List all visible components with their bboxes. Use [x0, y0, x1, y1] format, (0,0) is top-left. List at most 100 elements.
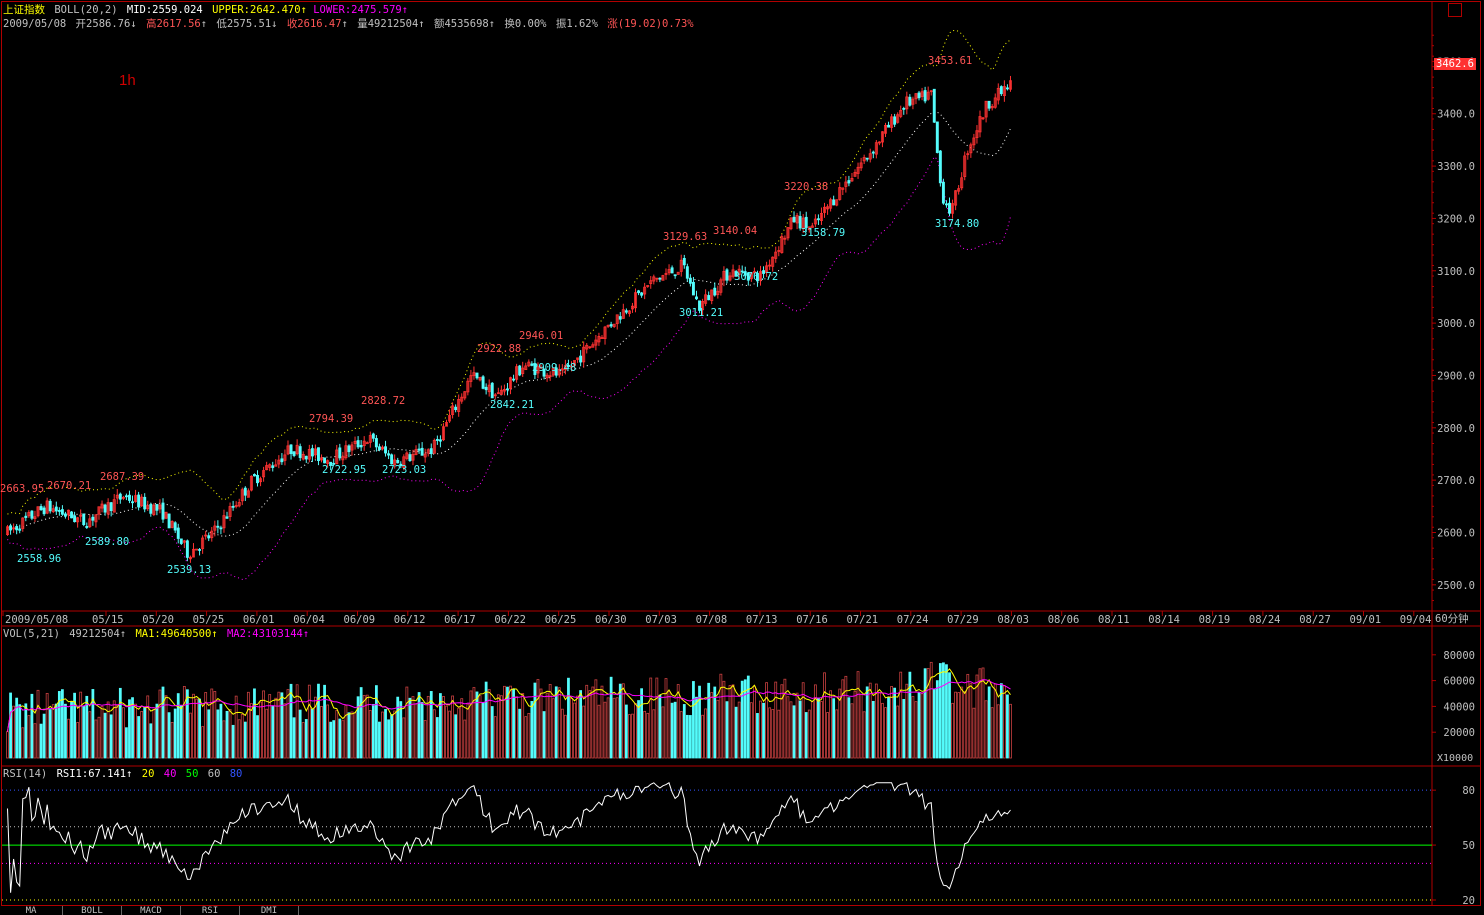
date-axis-label: 08/03 — [997, 614, 1029, 626]
volume-bar — [801, 682, 805, 759]
candle-body — [536, 366, 540, 374]
candle-body — [106, 502, 110, 515]
candle-body — [140, 496, 144, 507]
price-axis-label: 3400.0 — [1437, 109, 1475, 121]
candle-body — [435, 438, 439, 441]
volume-bar — [749, 702, 753, 759]
tab-boll[interactable]: BOLL — [63, 906, 122, 915]
candle-body — [27, 512, 31, 517]
volume-bar — [637, 700, 640, 759]
volume-bar — [414, 703, 418, 759]
candle-body — [88, 518, 92, 527]
volume-bar — [268, 694, 272, 759]
volume-bar — [454, 714, 458, 759]
candle-body — [195, 548, 198, 551]
vol-label[interactable]: VOL(5,21) — [3, 628, 60, 640]
volume-bar — [1009, 703, 1012, 759]
volume-bar — [499, 695, 503, 759]
candle-body — [408, 454, 412, 462]
volume-bar — [585, 684, 589, 759]
tab-ma[interactable]: MA — [0, 906, 63, 915]
volume-bar — [445, 705, 448, 759]
period-label[interactable]: 60分钟 — [1435, 613, 1469, 625]
candle-body — [347, 445, 351, 453]
volume-bar — [542, 711, 546, 759]
volume-bar — [786, 696, 790, 759]
tab-rsi[interactable]: RSI — [181, 906, 240, 915]
volume-bar — [820, 701, 823, 759]
candle-body — [100, 503, 104, 509]
volume-bar — [743, 679, 747, 759]
rsi-axis-label: 50 — [1462, 840, 1475, 852]
date-axis-label: 2009/05/08 — [5, 614, 68, 626]
candle-body — [423, 453, 427, 458]
vol-ma1: MA1:49640500↑ — [135, 628, 218, 640]
volume-bar — [902, 698, 906, 759]
candle-body — [707, 295, 711, 301]
volume-bar — [878, 692, 881, 759]
volume-bar — [722, 680, 726, 759]
candle-body — [701, 300, 705, 311]
volume-bar — [996, 704, 1000, 759]
candle-body — [804, 216, 808, 228]
volume-bar — [862, 711, 866, 759]
candle-body — [676, 271, 680, 275]
candle-body — [313, 448, 317, 456]
candle-body — [493, 394, 497, 397]
candle-body — [335, 449, 339, 465]
candle-body — [963, 155, 967, 177]
candle-body — [957, 188, 961, 192]
price-annotation: 3220.38 — [784, 181, 828, 193]
volume-bar — [304, 719, 308, 759]
volume-bar — [54, 703, 58, 759]
boll-lower-line — [7, 156, 1011, 580]
date-axis-label: 06/30 — [595, 614, 627, 626]
volume-bar — [871, 700, 875, 759]
candle-body — [917, 92, 921, 99]
price-annotation: 3158.79 — [801, 227, 845, 239]
candle-body — [338, 447, 342, 459]
candle-body — [429, 448, 433, 455]
volume-bar — [774, 681, 778, 759]
tab-macd[interactable]: MACD — [122, 906, 181, 915]
date-axis-label: 06/12 — [394, 614, 426, 626]
candle-body — [332, 462, 336, 465]
candle-body — [670, 267, 674, 274]
candle-body — [377, 446, 381, 451]
candle-body — [588, 346, 592, 349]
candle-body — [795, 215, 799, 224]
volume-bar — [332, 720, 336, 759]
date-axis-label: 05/25 — [193, 614, 225, 626]
indicator-label[interactable]: BOLL(20,2) — [54, 4, 118, 16]
candle-body — [9, 525, 13, 531]
candle-body — [30, 510, 34, 519]
volume-bar — [286, 689, 290, 759]
volume-bar — [106, 701, 110, 759]
candle-body — [454, 406, 458, 411]
candle-body — [624, 310, 628, 313]
volume-bar — [216, 709, 220, 759]
index-name[interactable]: 上证指数 — [3, 4, 45, 16]
volume-bar — [588, 690, 592, 759]
candle-body — [231, 505, 235, 508]
candle-body — [112, 499, 116, 513]
volume-bar — [746, 675, 750, 759]
volume-bar — [39, 723, 43, 759]
candle-body — [948, 202, 951, 214]
volume-bar — [137, 716, 140, 759]
volume-bar — [310, 708, 314, 759]
window-restore-icon[interactable] — [1448, 3, 1462, 17]
volume-bar — [579, 690, 583, 759]
volume-bar — [920, 693, 924, 759]
candle-body — [911, 98, 915, 105]
rsi-label[interactable]: RSI(14) — [3, 768, 48, 780]
volume-bar — [198, 698, 201, 759]
vol-axis-label: 20000 — [1443, 727, 1475, 739]
rsi-axis-label: 20 — [1462, 895, 1475, 907]
tab-dmi[interactable]: DMI — [240, 906, 299, 915]
candle-body — [292, 451, 296, 456]
candle-body — [82, 513, 86, 525]
candle-body — [920, 91, 924, 97]
candle-body — [70, 511, 74, 519]
